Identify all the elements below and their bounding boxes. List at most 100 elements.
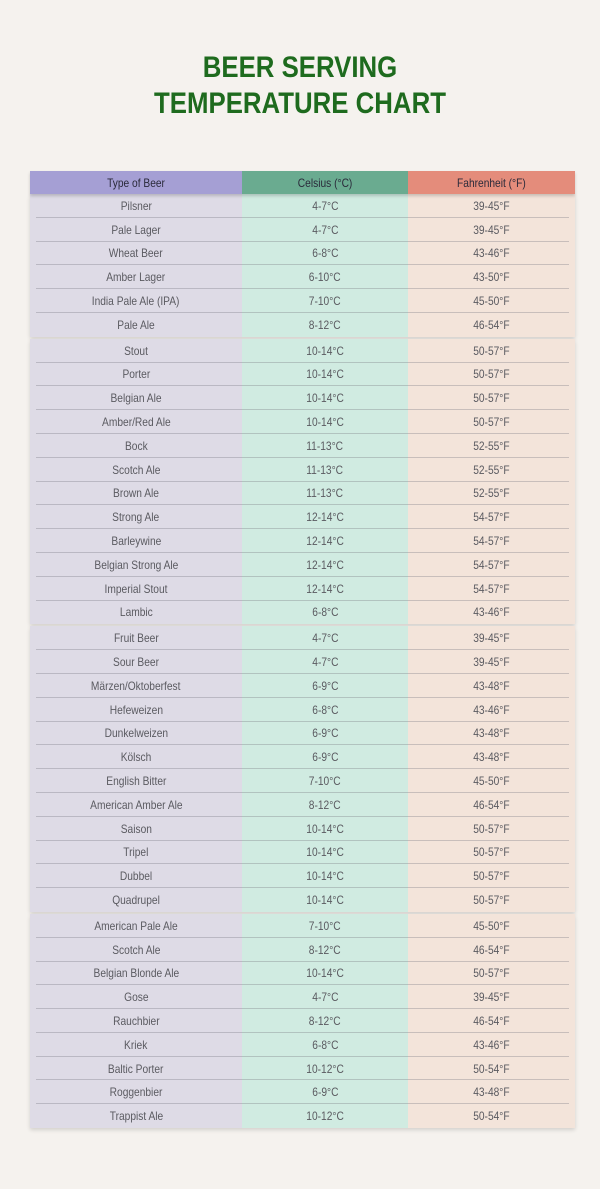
cell-celsius: 10-14°C: [242, 338, 408, 363]
cell-celsius: 6-9°C: [242, 745, 408, 770]
table-row: Märzen/Oktoberfest 6-9°C 43-48°F: [30, 673, 575, 698]
cell-celsius-text: 12-14°C: [306, 510, 344, 525]
table-block: Stout 10-14°C 50-57°F Porter 10-14°C 50-57°F B…: [30, 338, 575, 625]
table-row: Quadrupel 10-14°C 50-57°F: [30, 888, 575, 912]
cell-celsius: 6-8°C: [242, 600, 408, 625]
cell-celsius: 7-10°C: [242, 913, 408, 938]
cell-beer-type-text: Kölsch: [120, 750, 152, 765]
cell-fahrenheit-text: 46-54°F: [473, 317, 510, 332]
cell-fahrenheit-text: 50-57°F: [473, 821, 510, 836]
cell-beer-type: English Bitter: [30, 769, 242, 793]
cell-beer-type-text: Quadrupel: [112, 893, 160, 907]
cell-beer-type: Scotch Ale: [30, 457, 242, 482]
cell-fahrenheit-text: 43-48°F: [473, 1085, 510, 1100]
cell-beer-type: Amber/Red Ale: [30, 410, 242, 434]
cell-celsius-text: 4-7°C: [311, 222, 339, 237]
cell-celsius: 10-14°C: [242, 362, 408, 387]
cell-fahrenheit-text: 39-45°F: [473, 222, 510, 237]
cell-fahrenheit-text: 39-45°F: [473, 631, 510, 646]
cell-beer-type-text: American Pale Ale: [94, 918, 178, 933]
cell-celsius-text: 10-12°C: [306, 1109, 344, 1124]
cell-fahrenheit-text: 50-57°F: [473, 367, 510, 382]
cell-celsius-text: 6-10°C: [309, 270, 341, 285]
cell-fahrenheit: 46-54°F: [408, 1009, 575, 1033]
cell-fahrenheit-text: 45-50°F: [473, 774, 510, 789]
cell-celsius-text: 4-7°C: [311, 990, 339, 1005]
header-label: Celsius (°C): [297, 175, 353, 190]
cell-fahrenheit-text: 46-54°F: [473, 942, 510, 957]
cell-celsius-text: 4-7°C: [311, 655, 339, 670]
cell-fahrenheit-text: 43-46°F: [473, 1037, 510, 1052]
cell-celsius: 10-14°C: [242, 961, 408, 986]
cell-celsius-text: 10-14°C: [306, 966, 344, 981]
cell-fahrenheit-text: 46-54°F: [473, 1013, 510, 1028]
cell-celsius: 8-12°C: [242, 1009, 408, 1033]
cell-beer-type: Trappist Ale: [30, 1104, 242, 1129]
cell-beer-type-text: Stout: [124, 343, 148, 358]
cell-celsius-text: 10-14°C: [306, 415, 344, 430]
cell-celsius-text: 10-14°C: [306, 821, 344, 836]
cell-fahrenheit: 54-57°F: [408, 552, 575, 577]
cell-beer-type-text: Kriek: [124, 1037, 148, 1052]
cell-celsius: 11-13°C: [242, 481, 408, 506]
cell-fahrenheit-text: 54-57°F: [473, 581, 510, 596]
table-block: Fruit Beer 4-7°C 39-45°F Sour Beer 4-7°C 39-4…: [30, 626, 575, 912]
cell-beer-type: Belgian Ale: [30, 386, 242, 411]
cell-fahrenheit-text: 54-57°F: [473, 557, 510, 572]
table-header: Type of Beer Celsius (°C) Fahrenheit (°F…: [30, 171, 575, 194]
cell-celsius: 10-12°C: [242, 1056, 408, 1081]
cell-celsius: 11-13°C: [242, 433, 408, 458]
cell-beer-type: India Pale Ale (IPA): [30, 289, 242, 313]
cell-beer-type-text: Wheat Beer: [109, 246, 163, 261]
cell-celsius: 4-7°C: [242, 194, 408, 218]
header-label: Fahrenheit (°F): [457, 175, 526, 190]
table-row: Strong Ale 12-14°C 54-57°F: [30, 505, 575, 530]
cell-celsius: 12-14°C: [242, 552, 408, 577]
cell-celsius: 6-8°C: [242, 241, 408, 266]
cell-fahrenheit: 39-45°F: [408, 650, 575, 674]
cell-beer-type: Dubbel: [30, 864, 242, 889]
cell-beer-type: Sour Beer: [30, 650, 242, 674]
cell-beer-type-text: Amber/Red Ale: [101, 415, 171, 430]
cell-beer-type: Roggenbier: [30, 1080, 242, 1105]
cell-celsius: 11-13°C: [242, 457, 408, 482]
cell-beer-type-text: Scotch Ale: [111, 942, 161, 957]
cell-beer-type: Saison: [30, 816, 242, 841]
table-row: Lambic 6-8°C 43-46°F: [30, 600, 575, 625]
cell-beer-type-text: Belgian Blonde Ale: [93, 966, 179, 981]
table-row: Amber/Red Ale 10-14°C 50-57°F: [30, 410, 575, 434]
table-row: Saison 10-14°C 50-57°F: [30, 816, 575, 841]
cell-fahrenheit-text: 52-55°F: [473, 462, 510, 477]
cell-fahrenheit: 50-57°F: [408, 338, 575, 363]
table-row: Sour Beer 4-7°C 39-45°F: [30, 650, 575, 674]
cell-celsius: 8-12°C: [242, 312, 408, 337]
cell-fahrenheit: 43-48°F: [408, 673, 575, 698]
cell-celsius-text: 6-9°C: [311, 1085, 339, 1100]
cell-beer-type-text: Belgian Strong Ale: [94, 557, 178, 572]
cell-beer-type-text: American Amber Ale: [89, 797, 183, 812]
cell-beer-type: Pale Lager: [30, 217, 242, 242]
cell-beer-type-text: Märzen/Oktoberfest: [91, 678, 181, 693]
cell-celsius-text: 6-8°C: [311, 605, 339, 620]
cell-celsius: 10-14°C: [242, 816, 408, 841]
cell-celsius: 10-14°C: [242, 888, 408, 912]
cell-beer-type: Kriek: [30, 1032, 242, 1057]
cell-fahrenheit: 43-46°F: [408, 600, 575, 625]
table-row: India Pale Ale (IPA) 7-10°C 45-50°F: [30, 289, 575, 313]
cell-fahrenheit-text: 50-57°F: [473, 391, 510, 406]
cell-celsius: 10-14°C: [242, 864, 408, 889]
title-line-1: BEER SERVING: [202, 51, 398, 84]
cell-celsius-text: 4-7°C: [311, 631, 339, 646]
table-row: Rauchbier 8-12°C 46-54°F: [30, 1009, 575, 1033]
table-row: Kriek 6-8°C 43-46°F: [30, 1032, 575, 1057]
cell-celsius: 8-12°C: [242, 937, 408, 962]
page-title: BEER SERVING TEMPERATURE CHART: [42, 50, 558, 122]
cell-fahrenheit-text: 50-57°F: [473, 893, 510, 907]
cell-fahrenheit: 50-54°F: [408, 1104, 575, 1129]
table-block: American Pale Ale 7-10°C 45-50°F Scotch Ale…: [30, 913, 575, 1129]
table-row: Pale Lager 4-7°C 39-45°F: [30, 217, 575, 242]
cell-celsius-text: 7-10°C: [309, 294, 341, 309]
cell-beer-type-text: Lambic: [119, 605, 153, 620]
cell-beer-type: Pale Ale: [30, 312, 242, 337]
cell-fahrenheit-text: 43-48°F: [473, 750, 510, 765]
